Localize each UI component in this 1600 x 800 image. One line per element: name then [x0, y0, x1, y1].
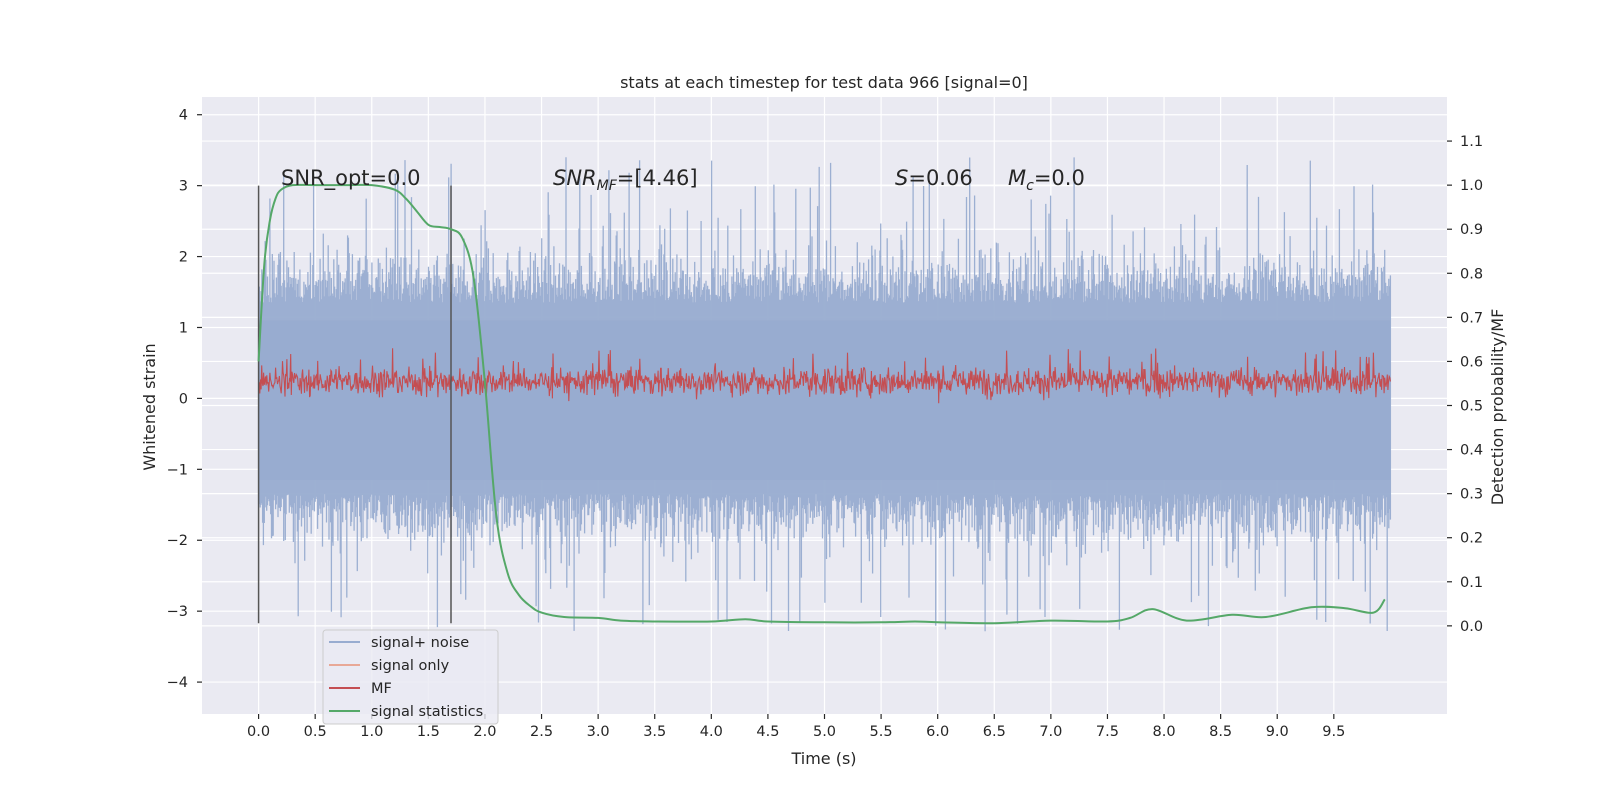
- signal-noise-core: [258, 320, 1391, 480]
- y-right-tick-label: 0.1: [1460, 575, 1483, 591]
- x-ticks: 0.0 0.5 1.0 1.5 2.0 2.5 3.0 3.5 4.0 4.5 5.0 5.5 6.0 6…: [247, 714, 1345, 740]
- y-tick-label: −2: [167, 533, 188, 549]
- y-tick-label: −3: [167, 604, 188, 620]
- x-tick-label: 8.5: [1209, 724, 1232, 740]
- y-right-tick-label: 0.4: [1460, 443, 1483, 459]
- y-right-tick-label: 1.1: [1460, 134, 1483, 150]
- legend-label-signal-noise: signal+ noise: [371, 635, 469, 651]
- y-right-tick-label: 0.2: [1460, 531, 1483, 547]
- x-tick-label: 4.0: [700, 724, 723, 740]
- y-tick-label: 2: [179, 250, 188, 266]
- x-tick-label: 3.5: [643, 724, 666, 740]
- x-tick-label: 5.0: [813, 724, 836, 740]
- y-tick-label: 1: [179, 320, 188, 336]
- y-right-tick-label: 0.3: [1460, 487, 1483, 503]
- y-right-tick-label: 0.8: [1460, 266, 1483, 282]
- x-tick-label: 2.0: [473, 724, 496, 740]
- mf-series: [258, 348, 1391, 404]
- x-tick-label: 5.5: [870, 724, 893, 740]
- annotation-mc: Mc=0.0: [1008, 166, 1085, 194]
- x-tick-label: 3.0: [587, 724, 610, 740]
- y-right-tick-label: 1.0: [1460, 178, 1483, 194]
- x-tick-label: 0.5: [304, 724, 327, 740]
- y-tick-label: 3: [179, 179, 188, 195]
- annotation-snr-opt: SNR_opt=0.0: [281, 166, 421, 191]
- x-tick-label: 4.5: [756, 724, 779, 740]
- x-tick-label: 1.0: [360, 724, 383, 740]
- y-right-tick-label: 0.7: [1460, 310, 1483, 326]
- y-tick-label: 0: [179, 391, 188, 407]
- y-axis-label: Whitened strain: [140, 343, 159, 470]
- x-axis-label: Time (s): [790, 749, 856, 768]
- annotation-snr-mf: SNRMF=[4.46]: [553, 166, 698, 194]
- y-right-tick-label: 0.6: [1460, 354, 1483, 370]
- x-tick-label: 7.5: [1096, 724, 1119, 740]
- x-tick-label: 7.0: [1039, 724, 1062, 740]
- x-tick-label: 1.5: [417, 724, 440, 740]
- chart-title: stats at each timestep for test data 966…: [620, 73, 1028, 92]
- signal-statistics-line: [257, 183, 1386, 625]
- y-tick-label: −1: [167, 462, 188, 478]
- x-tick-label: 0.0: [247, 724, 270, 740]
- legend-label-mf: MF: [371, 681, 392, 697]
- legend-label-signal-statistics: signal statistics: [371, 704, 483, 720]
- y-tick-label: −4: [167, 675, 188, 691]
- x-tick-label: 8.0: [1153, 724, 1176, 740]
- marker-lines: [257, 185, 452, 624]
- annotation-s: S=0.06: [895, 166, 973, 190]
- y-right-tick-label: 0.0: [1460, 619, 1483, 635]
- x-tick-label: 2.5: [530, 724, 553, 740]
- y-ticks: −4 −3 −2 −1 0 1 2 3 4: [167, 108, 202, 691]
- y-right-tick-label: 0.5: [1460, 399, 1483, 415]
- y-right-axis-label: Detection probability/MF: [1488, 309, 1507, 506]
- x-tick-label: 6.5: [983, 724, 1006, 740]
- legend-label-signal-only: signal only: [371, 658, 450, 674]
- y-tick-label: 4: [179, 108, 188, 124]
- x-tick-label: 6.0: [926, 724, 949, 740]
- mf-trace: [258, 348, 1391, 404]
- y-right-ticks: 0.0 0.1 0.2 0.3 0.4 0.5 0.6 0.7 0.8 0.9 1.0 1.1: [1447, 134, 1483, 635]
- y-right-tick-label: 0.9: [1460, 222, 1483, 238]
- x-tick-label: 9.5: [1322, 724, 1345, 740]
- x-tick-label: 9.0: [1266, 724, 1289, 740]
- legend: signal+ noise signal only MF signal stat…: [322, 629, 499, 725]
- legend-box: [322, 629, 499, 725]
